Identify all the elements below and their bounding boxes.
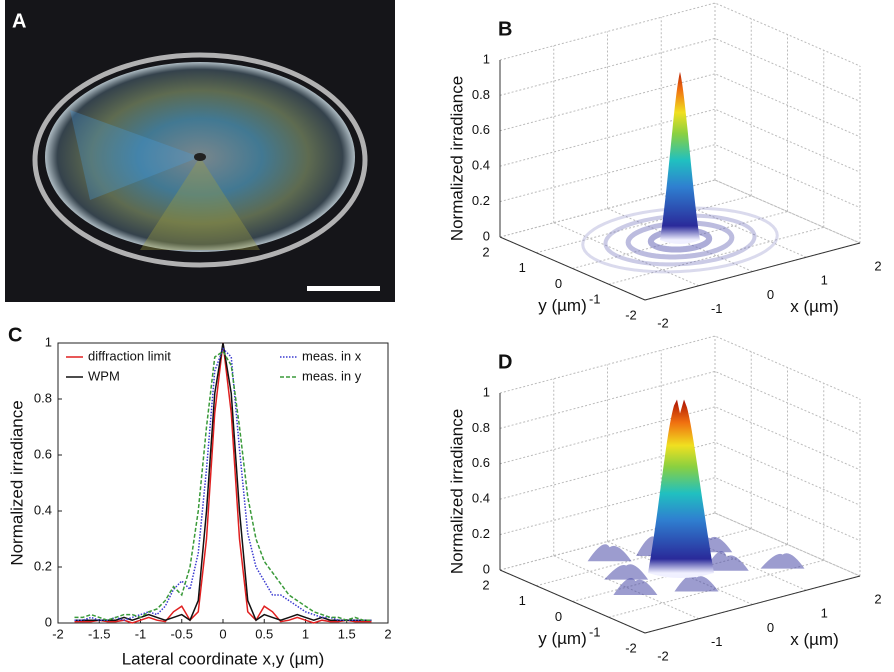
grid-line	[536, 195, 752, 254]
z-tick-label: 0	[483, 561, 490, 576]
panel-label: B	[498, 18, 512, 40]
x-axis-label: Lateral coordinate x,y (µm)	[122, 649, 325, 668]
side-lobe	[704, 551, 749, 571]
x-tick-label: -1.5	[88, 626, 110, 641]
panel-label: D	[498, 351, 512, 373]
z-tick-label: 0.6	[472, 455, 490, 470]
y-axis-label: Normalized irradiance	[7, 400, 26, 565]
x-tick-label: -1	[135, 626, 147, 641]
legend-label: WPM	[88, 368, 120, 383]
x-tick-label: 2	[384, 626, 391, 641]
line-series	[74, 342, 372, 624]
lens-center	[194, 153, 206, 161]
y-tick-label: 1	[519, 593, 526, 608]
z-tick-label: 1	[483, 51, 490, 66]
z-tick-label: 1	[483, 384, 490, 399]
z-tick-label: 0.8	[472, 87, 490, 102]
side-lobe	[613, 578, 658, 595]
x-axis	[644, 575, 861, 634]
x-tick-label: 2	[874, 591, 881, 606]
x-tick-label: 0.5	[255, 626, 273, 641]
legend-label: meas. in y	[302, 368, 362, 383]
grid-line	[608, 559, 824, 618]
x-tick-label: 1.5	[338, 626, 356, 641]
y-axis-label: y (µm)	[538, 296, 587, 315]
y-tick-label: 0	[555, 609, 562, 624]
z-tick-label: 0	[483, 228, 490, 243]
x-tick-label: 1	[302, 626, 309, 641]
z-tick-label: 0.4	[472, 158, 490, 173]
line-series	[74, 347, 372, 621]
x-tick-label: 0	[767, 620, 774, 635]
x-tick-label: 1	[821, 273, 828, 288]
side-lobe	[604, 564, 649, 580]
y-tick-label: 0	[45, 614, 52, 629]
side-lobe	[587, 544, 632, 562]
grid-line	[499, 335, 861, 400]
lens-rim	[32, 52, 368, 268]
peak	[660, 71, 700, 244]
color-band	[140, 157, 260, 250]
x-tick-label: 2	[874, 258, 881, 273]
z-axis-label: Normalized irradiance	[447, 409, 466, 574]
y-tick-label: 2	[482, 244, 489, 259]
grid-line	[572, 544, 788, 602]
color-band	[70, 110, 200, 200]
panel-label: C	[8, 324, 22, 346]
x-tick-label: -0.5	[171, 626, 193, 641]
legend-label: diffraction limit	[88, 348, 171, 363]
z-tick-label: 0.2	[472, 526, 490, 541]
y-tick-label: -2	[625, 307, 637, 322]
y-axis	[499, 569, 646, 634]
x-axis	[644, 242, 861, 301]
side-lobe	[760, 553, 805, 569]
image-panel: A	[5, 0, 395, 302]
z-tick-label: 0.6	[472, 122, 490, 137]
x-axis-label: x (µm)	[790, 297, 839, 316]
plot-frame	[57, 342, 389, 624]
x-tick-label: -1	[711, 301, 723, 316]
y-tick-label: 1	[519, 260, 526, 275]
z-tick-label: 0.8	[472, 420, 490, 435]
x-axis-label: x (µm)	[790, 630, 839, 649]
y-axis-label: y (µm)	[538, 629, 587, 648]
grid-line	[608, 226, 824, 285]
z-tick-label: 0.2	[472, 193, 490, 208]
y-tick-label: 0.8	[34, 390, 52, 405]
y-tick-label: -2	[625, 640, 637, 655]
grid-line	[572, 211, 788, 269]
x-tick-label: 0	[767, 287, 774, 302]
grid-line	[499, 2, 861, 67]
legend-label: meas. in x	[302, 348, 362, 363]
x-tick-label: 0	[219, 626, 226, 641]
scale-bar	[307, 286, 380, 291]
line-series	[74, 350, 372, 621]
x-tick-label: -1	[711, 634, 723, 649]
y-tick-label: 0	[555, 276, 562, 291]
x-tick-label: -2	[657, 315, 669, 330]
y-tick-label: 2	[482, 577, 489, 592]
x-tick-label: 1	[821, 606, 828, 621]
y-tick-label: 1	[45, 334, 52, 349]
z-tick-label: 0.4	[472, 491, 490, 506]
y-tick-label: 0.4	[34, 502, 52, 517]
y-tick-label: 0.2	[34, 558, 52, 573]
y-axis	[499, 236, 646, 301]
panel-label: A	[12, 10, 26, 32]
z-axis-label: Normalized irradiance	[447, 76, 466, 241]
side-lobe	[674, 574, 719, 592]
x-tick-label: -2	[52, 626, 64, 641]
peak	[648, 399, 714, 578]
x-tick-label: -2	[657, 648, 669, 663]
y-tick-label: -1	[589, 292, 601, 307]
y-tick-label: -1	[589, 625, 601, 640]
line-series	[74, 342, 372, 622]
y-tick-label: 0.6	[34, 446, 52, 461]
